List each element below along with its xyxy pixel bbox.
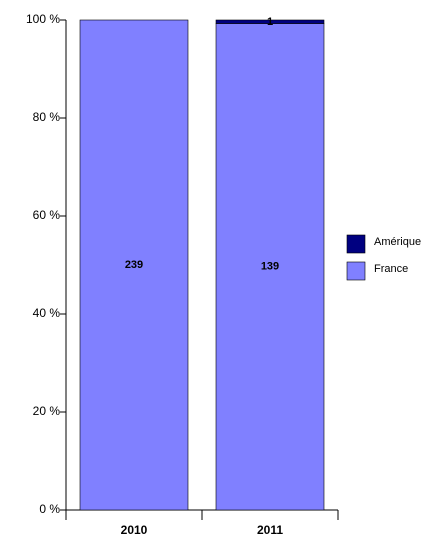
legend-label: France <box>374 263 408 275</box>
x-tick-label: 2011 <box>257 523 283 537</box>
legend-swatch <box>346 234 366 254</box>
y-tick-label: 20 % <box>33 404 61 418</box>
bar-segment <box>79 19 189 511</box>
y-tick-label: 80 % <box>33 110 61 124</box>
y-tick-label: 0 % <box>39 502 60 516</box>
y-tick-label: 40 % <box>33 306 61 320</box>
x-tick-label: 2010 <box>121 523 148 537</box>
legend-swatch <box>346 261 366 281</box>
y-tick-label: 100 % <box>26 12 60 26</box>
legend-label: Amérique <box>374 236 421 248</box>
data-label: 1 <box>267 16 273 28</box>
bar-segment <box>215 23 325 511</box>
bar-segment <box>215 19 325 24</box>
data-label: 139 <box>261 261 279 273</box>
y-tick-label: 60 % <box>33 208 61 222</box>
data-label: 239 <box>125 259 143 271</box>
